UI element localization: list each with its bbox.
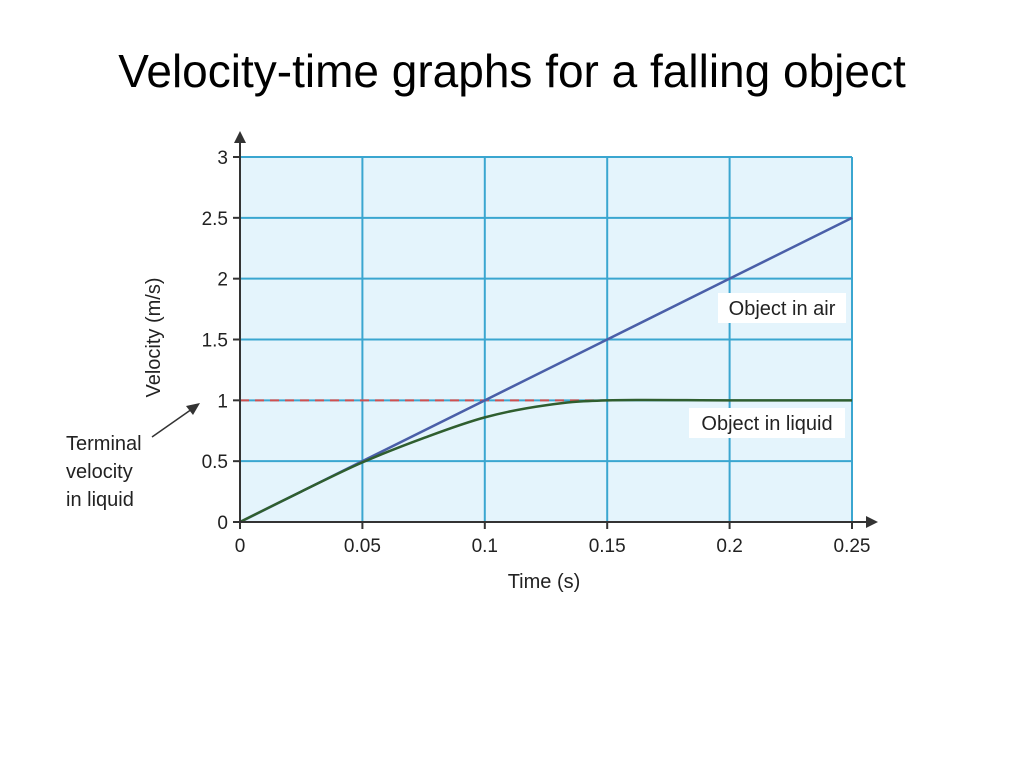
x-tick-label: 0.2 [716, 536, 742, 557]
y-axis-arrowhead [234, 131, 246, 143]
x-axis-arrowhead [866, 516, 878, 528]
x-tick-label: 0.15 [589, 536, 626, 557]
series-label-object-in-liquid: Object in liquid [701, 413, 832, 435]
annotation-arrow [151, 408, 193, 438]
annotation-line-2: velocity [66, 461, 133, 483]
y-axis-title: Velocity (m/s) [143, 277, 165, 397]
series-labels: Object in air Object in liquid [689, 293, 846, 438]
x-tick-label: 0 [235, 536, 246, 557]
y-tick-label: 0 [217, 513, 228, 534]
y-tick-label: 1 [217, 391, 228, 412]
y-tick-label: 0.5 [202, 452, 228, 473]
series-group [239, 216, 853, 524]
series-line-object-in-liquid [239, 398, 852, 524]
y-tick-label: 2 [217, 270, 228, 291]
x-tick-label: 0.05 [344, 536, 381, 557]
annotation-line-3: in liquid [66, 489, 134, 511]
tick-labels: 0 0.05 0.1 0.15 0.2 0.25 0 0.5 1 1.5 2 2.5 3 [202, 148, 871, 557]
series-label-box-object-in-liquid [689, 408, 845, 438]
y-tick-label: 3 [217, 148, 228, 169]
y-tick-label: 1.5 [202, 331, 228, 352]
series-label-object-in-air: Object in air [729, 298, 836, 320]
x-tick-label: 0.25 [834, 536, 871, 557]
annotation-arrowhead [186, 403, 200, 415]
slide-title: Velocity-time graphs for a falling objec… [118, 45, 906, 97]
annotation-line-1: Terminal [66, 433, 142, 455]
terminal-velocity-annotation: Terminal velocity in liquid [66, 403, 200, 511]
x-tick-label: 0.1 [472, 536, 498, 557]
x-axis-title: Time (s) [508, 571, 581, 593]
series-label-box-object-in-air [718, 293, 846, 323]
y-tick-label: 2.5 [202, 209, 228, 230]
